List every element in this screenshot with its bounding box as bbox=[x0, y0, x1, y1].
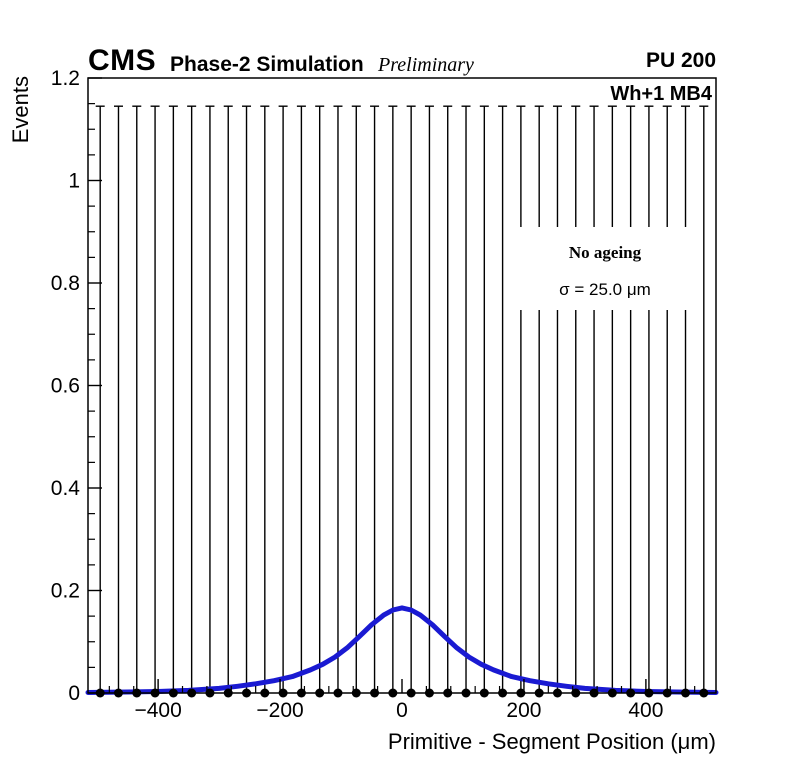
x-tick-label: 0 bbox=[396, 699, 408, 722]
y-axis-title: Events bbox=[8, 76, 33, 144]
chamber-region-label: Wh+1 MB4 bbox=[610, 83, 712, 105]
legend-box: No ageing σ = 25.0 μm bbox=[520, 227, 690, 310]
preliminary-label: Preliminary bbox=[378, 54, 474, 76]
pileup-label: PU 200 bbox=[645, 49, 716, 72]
x-tick-label: 200 bbox=[506, 699, 541, 722]
x-tick-label: −400 bbox=[134, 699, 181, 722]
legend-sigma-label: σ = 25.0 μm bbox=[559, 280, 651, 299]
y-tick-label: 1 bbox=[68, 170, 80, 193]
legend-ageing-label: No ageing bbox=[568, 243, 642, 262]
y-tick-label: 1.2 bbox=[51, 67, 80, 90]
y-tick-label: 0.4 bbox=[51, 477, 81, 500]
y-tick-label: 0 bbox=[68, 682, 80, 705]
y-tick-label: 0.6 bbox=[51, 375, 80, 398]
experiment-logo-text: CMS bbox=[88, 44, 157, 77]
plot-frame bbox=[87, 77, 717, 694]
x-tick-label: −200 bbox=[256, 699, 303, 722]
fit-curve bbox=[85, 605, 719, 695]
x-axis-title: Primitive - Segment Position (μm) bbox=[387, 729, 716, 754]
simulation-label: Phase-2 Simulation bbox=[170, 53, 364, 76]
y-tick-label: 0.2 bbox=[51, 580, 80, 603]
y-tick-label: 0.8 bbox=[51, 272, 80, 295]
x-tick-label: 400 bbox=[628, 699, 663, 722]
